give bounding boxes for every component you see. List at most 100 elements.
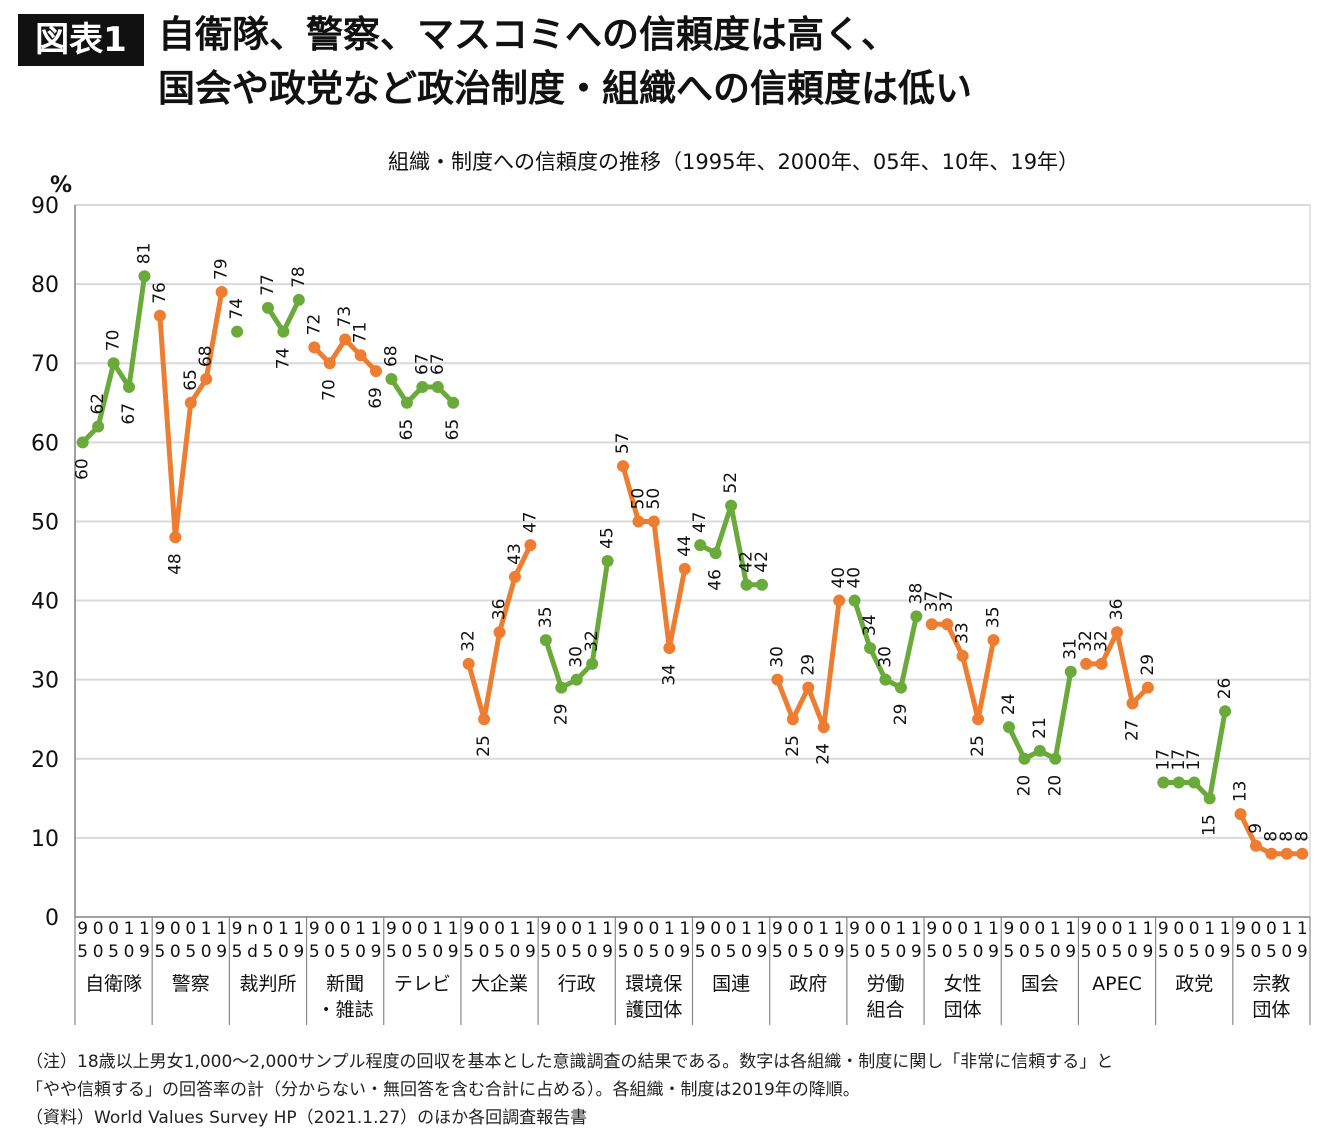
data-point — [1296, 847, 1309, 860]
x-tick-label: 0 — [973, 942, 984, 962]
x-tick-label: 1 — [988, 919, 999, 939]
chart-title: 組織・制度への信頼度の推移（1995年、2000年、05年、10年、19年） — [388, 150, 1080, 174]
x-tick-label: 5 — [772, 942, 783, 962]
data-point — [740, 578, 753, 591]
x-tick-label: 5 — [1235, 942, 1246, 962]
data-label: 50 — [628, 488, 648, 510]
x-tick-label: 0 — [1050, 942, 1061, 962]
x-tick-label: 0 — [494, 919, 505, 939]
data-point — [647, 515, 660, 528]
x-tick-label: 0 — [324, 942, 335, 962]
x-tick-label: 1 — [834, 919, 845, 939]
x-tick-label: 1 — [741, 919, 752, 939]
x-tick-label: 5 — [185, 942, 196, 962]
category-label: ・雑誌 — [317, 999, 374, 1021]
category-label: 大企業 — [471, 973, 528, 995]
data-point — [601, 555, 614, 567]
data-label: 67 — [412, 353, 432, 375]
category-label: 組合 — [866, 999, 904, 1021]
x-tick-label: 0 — [865, 919, 876, 939]
x-tick-label: 1 — [124, 919, 135, 939]
data-label: 17 — [1153, 749, 1173, 771]
x-tick-label: 0 — [880, 919, 891, 939]
data-point — [1188, 776, 1201, 789]
x-tick-label: 5 — [803, 942, 814, 962]
data-label: 68 — [196, 345, 216, 367]
data-label: 60 — [73, 458, 93, 480]
data-label: 72 — [304, 314, 324, 336]
data-label: 20 — [1014, 775, 1034, 797]
x-tick-label: 0 — [1173, 919, 1184, 939]
data-label: 70 — [320, 379, 340, 401]
x-tick-label: 5 — [386, 942, 397, 962]
x-tick-label: 0 — [170, 919, 181, 939]
data-label: 34 — [860, 614, 880, 636]
data-label: 69 — [366, 387, 386, 409]
x-tick-label: 0 — [185, 919, 196, 939]
x-tick-label: 1 — [757, 919, 768, 939]
data-point — [107, 357, 120, 370]
data-label: 68 — [381, 345, 401, 367]
x-tick-label: 5 — [618, 942, 629, 962]
category-label: 国連 — [712, 973, 750, 995]
x-tick-label: 0 — [1034, 919, 1045, 939]
x-tick-label: 0 — [1173, 942, 1184, 962]
category-label: 宗教 — [1252, 973, 1290, 995]
x-tick-label: 9 — [695, 919, 706, 939]
x-tick-label: 0 — [556, 919, 567, 939]
data-point — [1172, 776, 1185, 789]
x-tick-label: 0 — [787, 942, 798, 962]
x-tick-label: 9 — [309, 919, 320, 939]
y-tick-label: 70 — [31, 352, 59, 377]
data-point — [169, 531, 182, 544]
y-tick-label: 90 — [31, 194, 59, 219]
data-point — [555, 681, 568, 694]
data-label: 29 — [551, 704, 571, 726]
x-tick-label: 1 — [355, 919, 366, 939]
x-tick-label: 1 — [1142, 919, 1153, 939]
data-point — [92, 420, 105, 433]
x-tick-label: 0 — [710, 942, 721, 962]
data-label: 65 — [397, 419, 417, 441]
data-point — [678, 562, 691, 575]
data-label: 25 — [783, 735, 803, 757]
data-point — [385, 373, 398, 386]
category-label: 団体 — [1252, 999, 1290, 1021]
data-label: 52 — [721, 472, 741, 494]
category-label: 護団体 — [625, 999, 682, 1021]
data-label: 78 — [289, 266, 309, 288]
data-point — [771, 673, 784, 686]
data-label: 8 — [1277, 831, 1297, 842]
data-point — [339, 333, 352, 346]
data-label: 57 — [613, 432, 633, 454]
data-label: 27 — [1122, 719, 1142, 741]
x-tick-label: 0 — [1096, 919, 1107, 939]
data-label: 8 — [1292, 831, 1312, 842]
x-tick-label: 0 — [1019, 942, 1030, 962]
x-tick-label: 1 — [1050, 919, 1061, 939]
data-point — [786, 713, 799, 726]
x-tick-label: 5 — [1266, 942, 1277, 962]
x-tick-label: 0 — [1251, 942, 1262, 962]
x-tick-label: 9 — [757, 942, 768, 962]
data-label: 45 — [598, 527, 618, 549]
figure-badge: 図表1 — [18, 14, 144, 66]
data-label: 32 — [1092, 630, 1112, 652]
x-tick-label: 9 — [77, 919, 88, 939]
x-tick-label: 0 — [556, 942, 567, 962]
x-tick-label: 1 — [895, 919, 906, 939]
x-tick-label: 0 — [1281, 942, 1292, 962]
x-tick-label: 0 — [93, 919, 104, 939]
category-label: 新聞 — [326, 973, 364, 995]
data-label: 42 — [737, 551, 757, 573]
data-label: 30 — [875, 646, 895, 668]
data-point — [1141, 681, 1154, 694]
data-point — [755, 578, 768, 591]
x-tick-label: 1 — [1065, 919, 1076, 939]
data-label: 17 — [1184, 749, 1204, 771]
category-label: 環境保 — [625, 973, 682, 995]
data-label: 79 — [212, 258, 232, 280]
data-point — [879, 673, 892, 686]
x-tick-label: 0 — [124, 942, 135, 962]
